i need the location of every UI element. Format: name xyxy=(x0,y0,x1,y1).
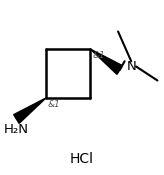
Text: N: N xyxy=(126,60,136,73)
Text: HCl: HCl xyxy=(70,152,94,166)
Text: &1: &1 xyxy=(93,51,105,60)
Polygon shape xyxy=(90,49,123,74)
Text: &1: &1 xyxy=(48,100,60,109)
Text: H₂N: H₂N xyxy=(3,123,28,136)
Polygon shape xyxy=(14,98,46,123)
